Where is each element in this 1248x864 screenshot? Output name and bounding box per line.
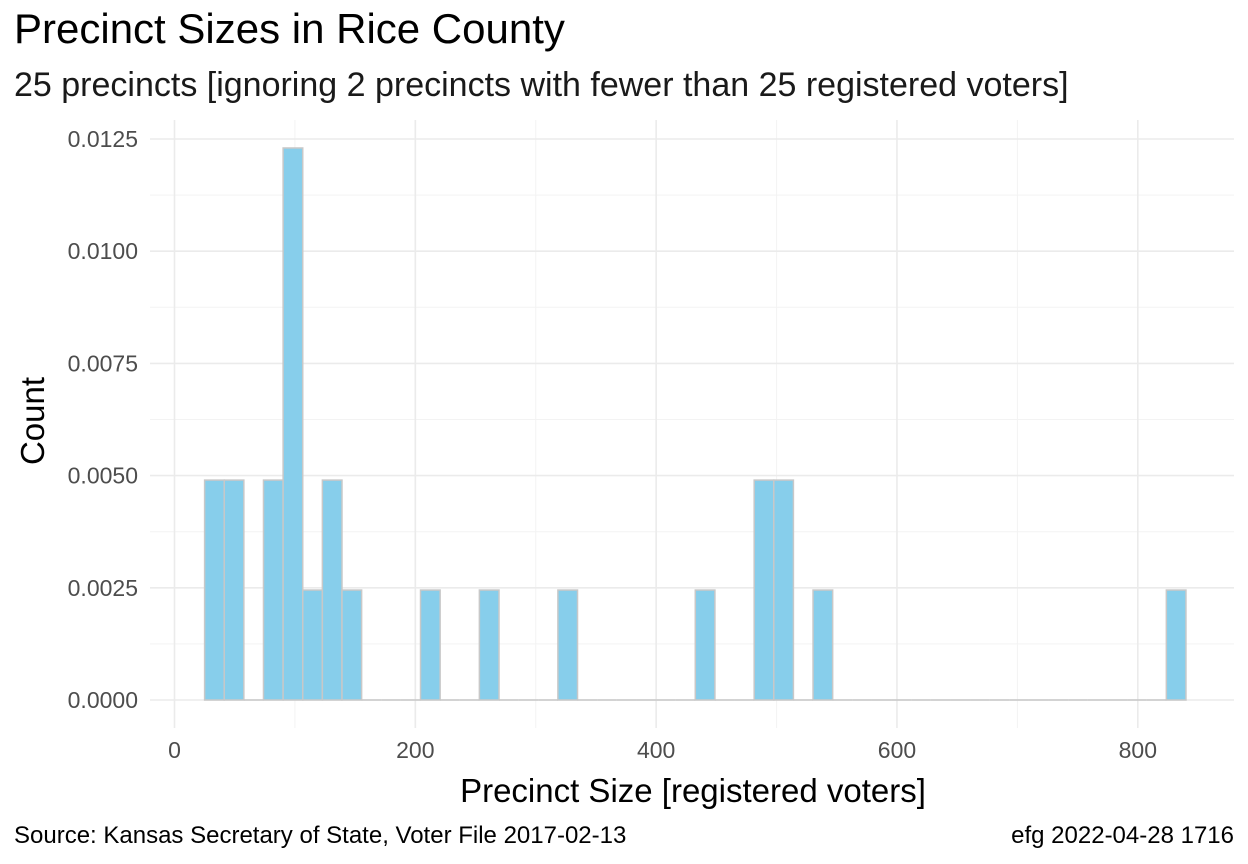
x-tick-label: 200 — [396, 737, 434, 763]
histogram-bar — [753, 479, 775, 701]
y-tick-label: 0.0000 — [68, 687, 138, 713]
histogram-bars — [203, 147, 1187, 701]
y-tick-label: 0.0075 — [68, 350, 138, 376]
histogram-bar — [478, 589, 500, 701]
x-tick-label: 600 — [878, 737, 916, 763]
histogram-bar — [321, 479, 343, 701]
histogram-bar — [301, 589, 324, 701]
histogram-bar — [341, 589, 363, 701]
histogram-bar — [282, 147, 304, 701]
chart-title: Precinct Sizes in Rice County — [14, 5, 565, 52]
x-axis-title: Precinct Size [registered voters] — [460, 772, 926, 809]
y-axis-title: Count — [14, 377, 51, 465]
y-tick-label: 0.0025 — [68, 575, 138, 601]
y-tick-label: 0.0100 — [68, 238, 138, 264]
author-caption: efg 2022-04-28 1716 — [1011, 822, 1234, 849]
histogram-bar — [1165, 589, 1187, 701]
histogram-bar — [773, 479, 795, 701]
histogram-bar — [812, 589, 834, 701]
y-tick-label: 0.0050 — [68, 463, 138, 489]
axis-ticks: 0 200 400 600 800 0.0000 0.0025 0.0050 0.0075 0.0… — [68, 126, 1157, 763]
histogram-bar — [262, 479, 284, 701]
histogram-bar — [557, 589, 579, 701]
histogram-bar — [694, 589, 716, 701]
x-tick-label: 0 — [168, 737, 181, 763]
histogram-bar — [419, 589, 441, 701]
histogram-bar — [223, 479, 245, 701]
chart-subtitle: 25 precincts [ignoring 2 precincts with … — [14, 66, 1069, 104]
x-tick-label: 400 — [637, 737, 675, 763]
x-tick-label: 800 — [1119, 737, 1157, 763]
y-tick-label: 0.0125 — [68, 126, 138, 152]
source-caption: Source: Kansas Secretary of State, Voter… — [14, 822, 627, 849]
histogram-bar — [203, 479, 225, 701]
